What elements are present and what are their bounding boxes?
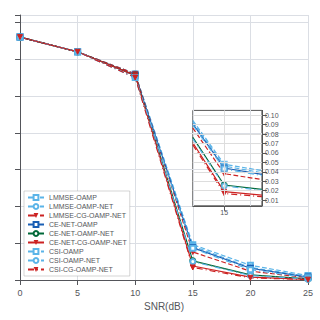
svg-text:0.07: 0.07 [265,140,279,147]
svg-text:15: 15 [220,209,228,216]
svg-text:0.01: 0.01 [265,197,279,204]
svg-text:LMMSE-OAMP-NET: LMMSE-OAMP-NET [49,203,114,210]
svg-text:15: 15 [188,288,198,298]
svg-text:CE-NET-OAMP-NET: CE-NET-OAMP-NET [49,230,115,237]
svg-text:0.06: 0.06 [265,149,279,156]
svg-text:SNR(dB): SNR(dB) [144,301,184,312]
svg-text:0.08: 0.08 [265,131,279,138]
svg-text:LMMSE-OAMP: LMMSE-OAMP [49,194,97,201]
svg-text:CE-NET-OAMP: CE-NET-OAMP [49,221,98,228]
svg-text:CSI-OAMP-NET: CSI-OAMP-NET [49,257,101,264]
svg-text:CE-NET-CG-OAMP-NET: CE-NET-CG-OAMP-NET [49,239,128,246]
svg-text:0.05: 0.05 [265,159,279,166]
svg-text:20: 20 [245,288,255,298]
svg-text:25: 25 [303,288,313,298]
svg-text:0.02: 0.02 [265,187,279,194]
svg-text:10: 10 [130,288,140,298]
svg-text:0.04: 0.04 [265,168,279,175]
svg-text:LMMSE-CG-OAMP-NET: LMMSE-CG-OAMP-NET [49,212,127,219]
svg-text:0.03: 0.03 [265,178,279,185]
svg-text:5: 5 [75,288,80,298]
svg-text:0.10: 0.10 [265,112,279,119]
svg-text:CSI-CG-OAMP-NET: CSI-CG-OAMP-NET [49,266,114,273]
svg-text:CSI-OAMP: CSI-OAMP [49,248,84,255]
svg-text:0.09: 0.09 [265,121,279,128]
svg-text:0: 0 [17,288,22,298]
